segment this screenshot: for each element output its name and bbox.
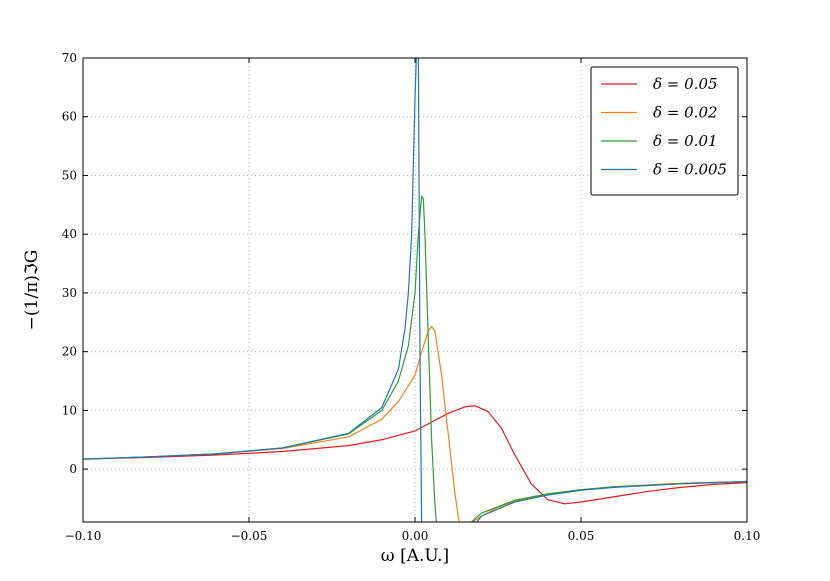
x-axis-label: ω [A.U.] [381,546,449,566]
ticks: −0.10 −0.05 0.00 0.05 0.10 0 10 20 30 40 50 60 70 [62,51,761,543]
legend-frame [590,66,739,196]
series-line-0 [83,405,747,505]
legend-label: δ = 0.005 [653,161,727,179]
x-tick-label: 0.10 [734,529,761,543]
y-tick-label: 50 [62,168,77,182]
legend-label: δ = 0.01 [653,132,718,150]
x-tick-label: −0.10 [65,529,102,543]
y-axis-label: −(1/π)ℑG [22,250,42,331]
y-tick-label: 30 [62,286,77,300]
y-tick-label: 70 [62,51,77,65]
legend-label: δ = 0.02 [653,104,718,122]
y-tick-label: 0 [69,462,77,476]
y-tick-label: 20 [62,345,77,359]
x-tick-label: 0.05 [568,529,595,543]
y-tick-label: 40 [62,227,77,241]
legend: δ = 0.05 δ = 0.02 δ = 0.01 δ = 0.005 [590,66,739,196]
legend-label: δ = 0.05 [653,75,718,93]
series-line-3 [83,58,747,522]
x-tick-label: −0.05 [231,529,268,543]
x-tick-label: 0.00 [402,529,429,543]
series-group [83,58,747,522]
y-tick-label: 60 [62,110,77,124]
y-tick-label: 10 [62,403,77,417]
